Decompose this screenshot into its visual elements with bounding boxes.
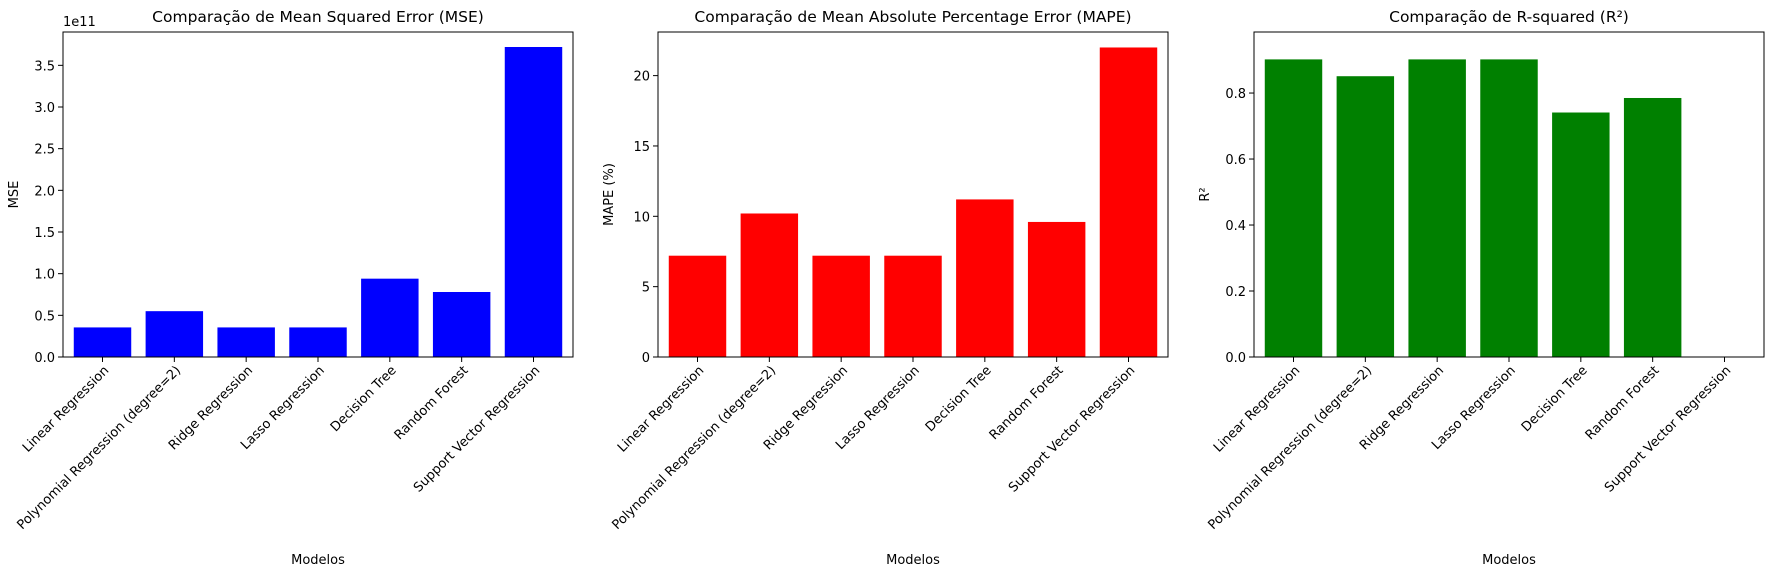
y-tick-label: 0.4 — [1225, 219, 1246, 234]
bar-2 — [1336, 76, 1395, 358]
bar-2 — [145, 311, 204, 357]
y-tick-label: 10 — [633, 210, 650, 225]
y-tick-label: 20 — [633, 70, 650, 85]
chart-title: Comparação de Mean Absolute Percentage E… — [694, 8, 1131, 26]
x-tick-label: Support Vector Regression — [1602, 363, 1734, 495]
y-axis-label: MSE — [7, 181, 22, 209]
x-tick-label: Polynomial Regression (degree=2) — [15, 363, 185, 533]
x-tick-label: Random Forest — [987, 363, 1067, 443]
bar-3 — [1408, 59, 1466, 357]
y-offset-text: 1e11 — [63, 15, 96, 30]
y-tick-label: 1.5 — [34, 226, 55, 241]
y-axis-label: R² — [1198, 187, 1213, 201]
bar-5 — [956, 199, 1014, 357]
bar-6 — [1623, 97, 1682, 358]
bar-1 — [73, 327, 132, 357]
x-axis-label: Modelos — [1482, 553, 1536, 568]
x-tick-label: Decision Tree — [328, 363, 400, 435]
bar-6 — [432, 292, 491, 357]
x-tick-label: Random Forest — [1583, 363, 1663, 443]
chart-title: Comparação de Mean Squared Error (MSE) — [152, 8, 484, 26]
x-tick-label: Polynomial Regression (degree=2) — [610, 363, 780, 533]
y-tick-label: 3.5 — [34, 59, 55, 74]
x-axis-label: Modelos — [291, 553, 345, 568]
y-tick-label: 0.2 — [1225, 285, 1246, 300]
bar-3 — [812, 255, 870, 357]
y-axis-label: MAPE (%) — [602, 163, 617, 226]
bar-4 — [289, 327, 347, 357]
bar-5 — [361, 278, 419, 357]
y-tick-label: 0.5 — [34, 309, 55, 324]
y-tick-label: 0.8 — [1225, 87, 1246, 102]
y-tick-label: 5 — [642, 281, 650, 296]
y-tick-label: 1.0 — [34, 268, 55, 283]
chart-title: Comparação de R-squared (R²) — [1389, 8, 1629, 26]
bar-4 — [1480, 59, 1538, 357]
x-tick-label: Support Vector Regression — [1006, 363, 1138, 495]
bar-1 — [1264, 59, 1323, 357]
x-axis-label: Modelos — [886, 553, 940, 568]
y-tick-label: 3.0 — [34, 101, 55, 116]
y-tick-label: 0 — [642, 351, 650, 366]
y-tick-label: 0.6 — [1225, 153, 1246, 168]
bar-3 — [217, 327, 275, 357]
x-tick-label: Decision Tree — [923, 363, 995, 435]
x-tick-label: Decision Tree — [1519, 363, 1591, 435]
bar-6 — [1027, 221, 1086, 357]
bar-1 — [668, 255, 727, 357]
x-tick-label: Polynomial Regression (degree=2) — [1206, 363, 1376, 533]
x-tick-label: Random Forest — [392, 363, 472, 443]
bar-2 — [740, 213, 799, 357]
y-tick-label: 0.0 — [34, 351, 55, 366]
axes-frame — [62, 31, 574, 358]
y-tick-label: 0.0 — [1225, 351, 1246, 366]
bar-7 — [504, 47, 563, 357]
y-tick-label: 15 — [633, 140, 650, 155]
bar-4 — [884, 255, 942, 357]
bar-7 — [1099, 47, 1158, 357]
bar-5 — [1552, 112, 1610, 357]
y-tick-label: 2.5 — [34, 143, 55, 158]
x-tick-label: Support Vector Regression — [411, 363, 543, 495]
y-tick-label: 2.0 — [34, 184, 55, 199]
